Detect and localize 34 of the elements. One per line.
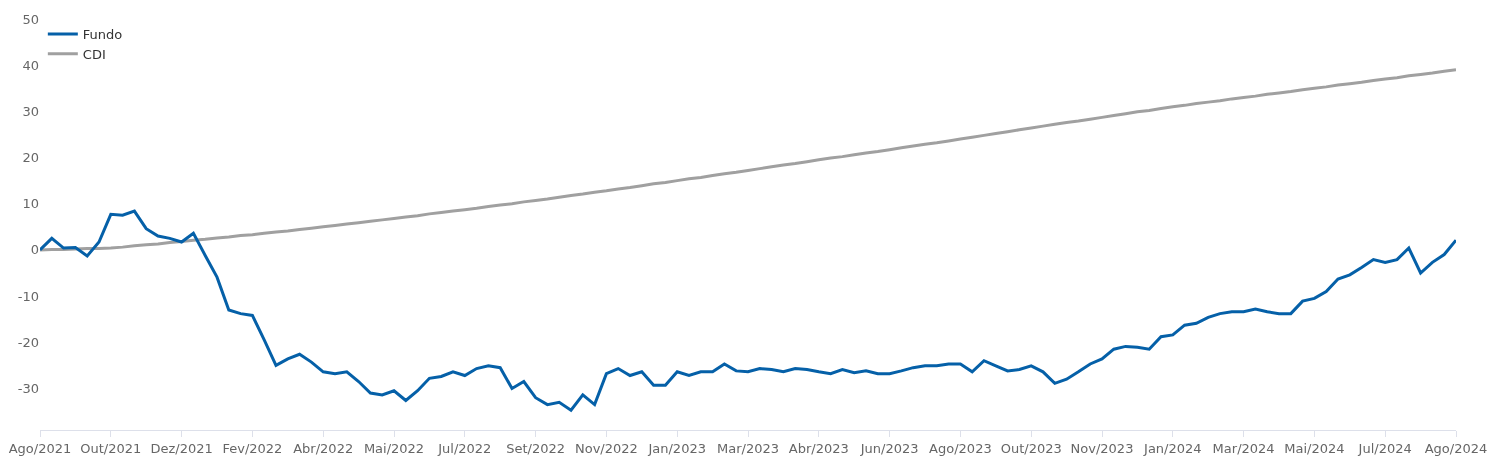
y-tick-label: -30 bbox=[17, 380, 39, 396]
y-tick-label: 30 bbox=[22, 103, 39, 119]
x-tick-label: Mar/2024 bbox=[1212, 440, 1275, 456]
x-tick-label: Nov/2023 bbox=[1070, 440, 1134, 456]
x-tick-label: Ago/2021 bbox=[8, 440, 72, 456]
x-tick-label: Jul/2024 bbox=[1357, 440, 1412, 456]
y-tick-label: 50 bbox=[22, 11, 39, 27]
y-tick-label: 10 bbox=[22, 196, 39, 212]
line-series bbox=[40, 68, 1456, 252]
x-tick-label: Mai/2022 bbox=[363, 440, 425, 456]
x-tick-label: Ago/2024 bbox=[1424, 440, 1488, 456]
line-series bbox=[40, 209, 1456, 412]
y-tick-label: 0 bbox=[30, 242, 39, 258]
legend-label: Fundo bbox=[82, 27, 123, 43]
x-tick-label: Out/2021 bbox=[80, 440, 142, 456]
x-tick-label: Dez/2021 bbox=[150, 440, 213, 456]
y-tick-label: -20 bbox=[17, 334, 39, 350]
x-tick-label: Abr/2022 bbox=[293, 440, 354, 456]
x-tick-label: Jul/2022 bbox=[437, 440, 492, 456]
x-tick-label: Abr/2023 bbox=[788, 440, 849, 456]
y-tick-label: 20 bbox=[22, 150, 39, 166]
x-tick-label: Fev/2022 bbox=[222, 440, 283, 456]
x-tick-label: Mar/2023 bbox=[717, 440, 779, 456]
y-tick-label: 40 bbox=[22, 57, 39, 73]
x-tick-label: Jun/2023 bbox=[859, 440, 919, 456]
x-tick-label: Nov/2022 bbox=[574, 440, 638, 456]
x-tick-label: Out/2023 bbox=[1000, 440, 1062, 456]
legend-label: CDI bbox=[82, 46, 106, 62]
y-tick-label: -10 bbox=[17, 288, 39, 304]
x-tick-label: Jan/2023 bbox=[647, 440, 706, 456]
x-tick-label: Set/2022 bbox=[506, 440, 566, 456]
x-tick-label: Mai/2024 bbox=[1284, 440, 1345, 456]
x-tick-label: Jan/2024 bbox=[1143, 440, 1202, 456]
x-tick-label: Ago/2023 bbox=[929, 440, 992, 456]
